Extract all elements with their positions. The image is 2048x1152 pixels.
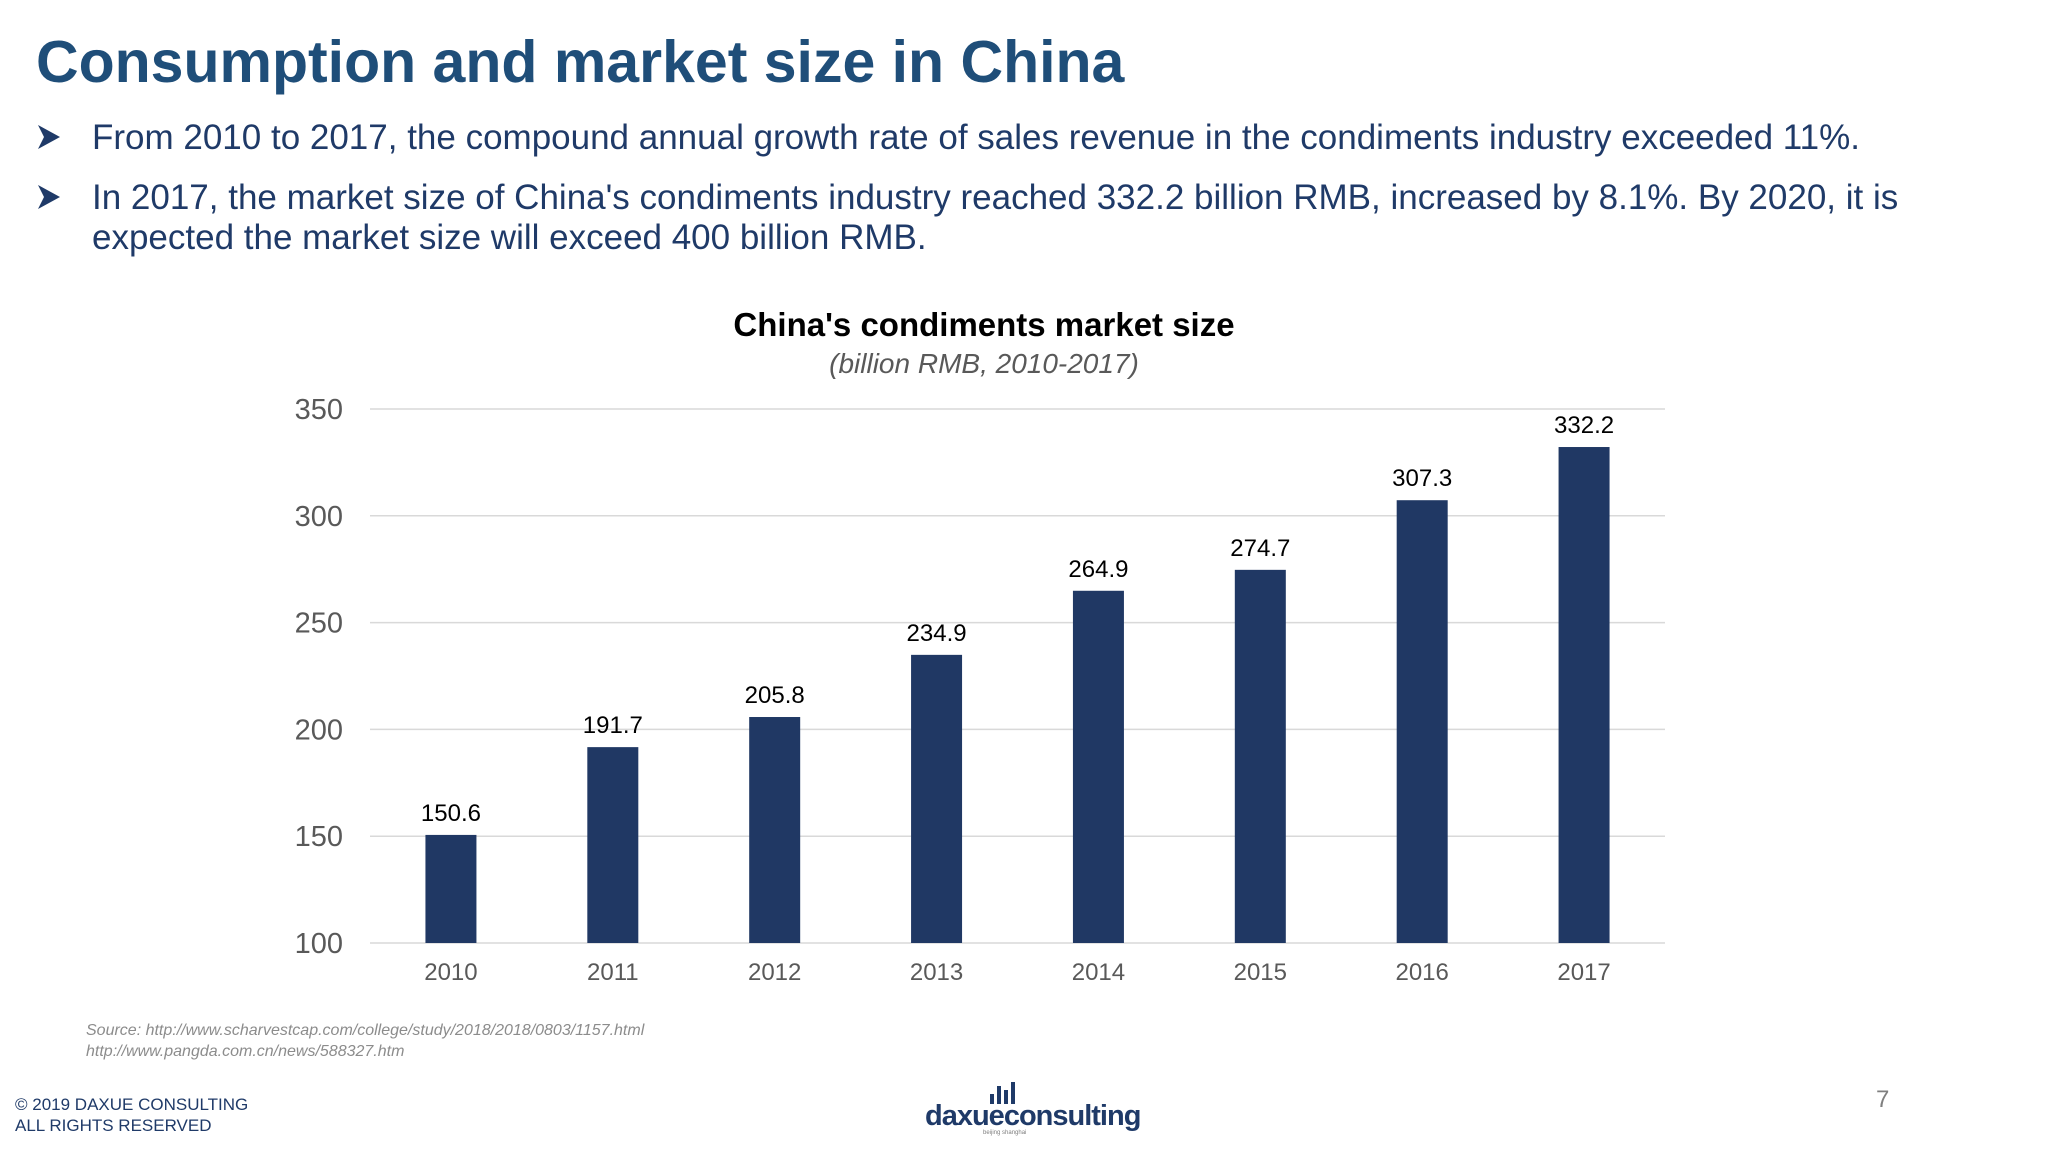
source-line: Source: http://www.scharvestcap.com/coll… <box>86 1022 645 1039</box>
slide-title: Consumption and market size in China <box>36 29 1125 95</box>
data-label: 191.7 <box>583 712 643 739</box>
y-tick-label: 250 <box>295 608 343 640</box>
copyright: © 2019 DAXUE CONSULTING ALL RIGHTS RESER… <box>15 1094 248 1136</box>
bar <box>1234 569 1286 943</box>
x-tick-label: 2017 <box>1557 959 1610 986</box>
y-tick-label: 100 <box>295 928 343 960</box>
bullet-list: From 2010 to 2017, the compound annual g… <box>36 118 2016 278</box>
x-tick-label: 2014 <box>1072 959 1125 986</box>
bar <box>749 717 801 943</box>
x-tick-label: 2011 <box>587 959 639 986</box>
data-label: 234.9 <box>907 620 967 647</box>
bullet-text: From 2010 to 2017, the compound annual g… <box>92 118 1860 157</box>
logo-text: daxueconsulting <box>925 1100 1141 1132</box>
y-tick-label: 200 <box>295 714 343 746</box>
bar-logo-icon <box>990 1082 1015 1104</box>
x-tick-label: 2015 <box>1234 959 1287 986</box>
bar <box>1072 590 1124 943</box>
bar <box>1558 447 1610 943</box>
bar <box>425 834 477 943</box>
y-tick-label: 150 <box>295 821 343 853</box>
logo-subtext: beijing shanghai <box>983 1130 1027 1136</box>
x-tick-label: 2016 <box>1395 959 1448 986</box>
data-label: 264.9 <box>1068 556 1128 583</box>
chart-subtitle: (billion RMB, 2010-2017) <box>829 348 1139 379</box>
data-label: 150.6 <box>421 800 481 827</box>
source-note: Source: http://www.scharvestcap.com/coll… <box>86 1020 644 1062</box>
bar-chart: 100 150 200 250 300 350 150.6 2010 191.7 2011 205.… <box>295 394 1665 986</box>
x-tick-label: 2013 <box>910 959 963 986</box>
chart-title: China's condiments market size <box>733 306 1235 343</box>
bar <box>1396 500 1448 943</box>
company-logo: daxueconsulting beijing shanghai <box>925 1080 1141 1136</box>
data-label: 332.2 <box>1554 412 1614 439</box>
bullet-item: In 2017, the market size of China's cond… <box>36 178 2016 258</box>
y-tick-label: 300 <box>295 501 343 533</box>
x-tick-label: 2010 <box>424 959 477 986</box>
copyright-line: © 2019 DAXUE CONSULTING <box>15 1095 249 1114</box>
bullet-text: In 2017, the market size of China's cond… <box>92 178 1899 257</box>
arrowhead-bullet-icon <box>38 125 60 149</box>
y-tick-label: 350 <box>295 394 343 426</box>
source-line: http://www.pangda.com.cn/news/588327.htm <box>86 1043 405 1060</box>
bar <box>587 747 639 943</box>
data-label: 307.3 <box>1392 465 1452 492</box>
arrowhead-bullet-icon <box>38 185 60 209</box>
bar <box>911 654 963 943</box>
data-label: 205.8 <box>745 682 805 709</box>
x-tick-label: 2012 <box>748 959 801 986</box>
bullet-item: From 2010 to 2017, the compound annual g… <box>36 118 2016 158</box>
copyright-line: ALL RIGHTS RESERVED <box>15 1116 212 1135</box>
page-number: 7 <box>1876 1086 1890 1113</box>
data-label: 274.7 <box>1230 535 1290 562</box>
